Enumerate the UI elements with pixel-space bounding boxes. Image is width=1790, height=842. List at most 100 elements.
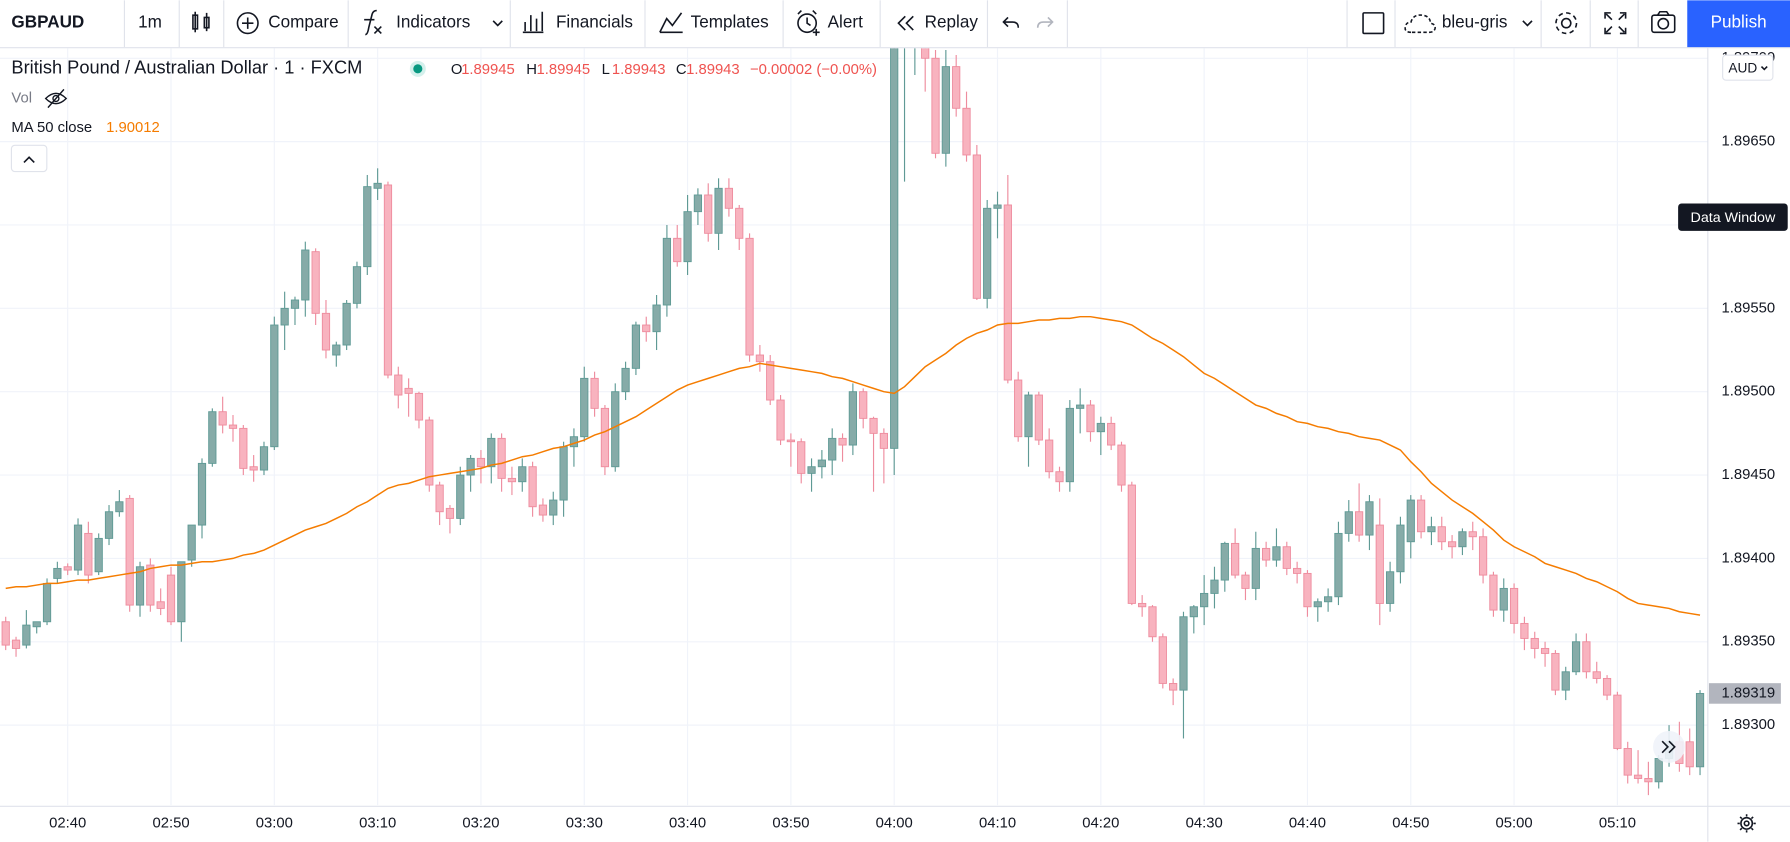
- candle-body: [301, 249, 310, 301]
- toolbar-item[interactable]: Templates: [691, 13, 769, 32]
- vol-label[interactable]: Vol: [11, 90, 32, 106]
- candle-body: [1478, 536, 1488, 576]
- candle-body: [590, 377, 599, 409]
- x-tick-label: 04:10: [979, 815, 1016, 831]
- candle-body: [187, 524, 196, 561]
- candle-body: [445, 507, 455, 519]
- candle-body: [290, 299, 300, 309]
- layout-name[interactable]: bleu-gris: [1442, 13, 1508, 32]
- alert-icon[interactable]: [797, 10, 820, 36]
- hidden-icon[interactable]: [44, 88, 68, 109]
- chart-type-icon[interactable]: [192, 11, 210, 33]
- ohlc-value: 1.89943: [612, 62, 666, 78]
- scroll-button[interactable]: [1653, 730, 1685, 763]
- indicators-chevron[interactable]: [492, 20, 503, 27]
- candle-body: [208, 411, 217, 464]
- candle-body: [1272, 546, 1281, 561]
- ohlc-label: O: [451, 62, 463, 78]
- candle-body: [766, 361, 775, 401]
- interval[interactable]: 1m: [138, 13, 162, 32]
- candle-body: [1385, 571, 1395, 604]
- candle-body: [724, 187, 734, 209]
- candle-body: [1334, 532, 1343, 598]
- y-tick-label: 1.89350: [1722, 634, 1776, 650]
- candle-body: [1189, 606, 1198, 618]
- candle-body: [1540, 647, 1550, 654]
- candle-body: [869, 417, 878, 434]
- candle-body: [1499, 587, 1508, 611]
- y-tick-label: 1.89300: [1722, 717, 1776, 733]
- ohlc-value: 1.89945: [537, 62, 591, 78]
- candle-body: [1602, 677, 1612, 696]
- candle-body: [518, 466, 527, 483]
- toolbar-item[interactable]: Compare: [268, 13, 338, 32]
- candle-body: [456, 474, 465, 519]
- candle-body: [32, 621, 41, 628]
- toolbar-item[interactable]: Financials: [556, 13, 633, 32]
- x-tick-label: 04:20: [1082, 815, 1119, 831]
- undo[interactable]: [1002, 16, 1020, 28]
- publish-button[interactable]: [1687, 0, 1790, 48]
- y-tick-label: 1.89650: [1722, 134, 1776, 150]
- candle-body: [735, 207, 744, 239]
- x-tick-label: 05:10: [1599, 815, 1636, 831]
- currency-label: AUD: [1728, 60, 1757, 75]
- candle-body: [435, 484, 444, 513]
- candle-body: [404, 387, 413, 394]
- ohlc-label: H: [526, 62, 537, 78]
- candle-body: [952, 66, 961, 109]
- candle-body: [580, 377, 589, 438]
- candle-body: [1355, 511, 1364, 536]
- candle-body: [63, 566, 72, 571]
- fullscreen-icon[interactable]: [1604, 12, 1627, 35]
- x-tick-label: 03:20: [462, 815, 499, 831]
- candle-body: [197, 462, 207, 526]
- ma-label[interactable]: MA 50 close: [11, 120, 92, 136]
- compare-icon[interactable]: [236, 12, 259, 35]
- toolbar-item[interactable]: Replay: [925, 13, 979, 32]
- candle-body: [249, 466, 258, 471]
- candle-body: [476, 457, 486, 468]
- candle-body: [931, 57, 940, 154]
- candle-body: [1623, 748, 1632, 776]
- indicators-icon[interactable]: [364, 9, 382, 36]
- symbol[interactable]: GBPAUD: [11, 13, 84, 32]
- layout-chevron[interactable]: [1522, 20, 1533, 27]
- candle-body: [1200, 592, 1209, 608]
- candle-body: [879, 432, 888, 449]
- candle-body: [1313, 601, 1322, 608]
- replay-icon[interactable]: [897, 15, 914, 31]
- toolbar-item[interactable]: Indicators: [396, 13, 470, 32]
- settings-button[interactable]: [1737, 814, 1756, 833]
- collapse-button[interactable]: [10, 144, 48, 173]
- layout-icon[interactable]: [1362, 12, 1385, 35]
- candle-body: [921, 48, 930, 59]
- candle-body: [363, 186, 372, 268]
- candle-body: [817, 459, 826, 468]
- snapshot-icon[interactable]: [1651, 10, 1676, 34]
- candle-body: [1034, 394, 1043, 441]
- candle-body: [1571, 641, 1581, 673]
- candle-body: [425, 419, 434, 486]
- currency-button[interactable]: [1722, 54, 1774, 81]
- toolbar-item[interactable]: Alert: [828, 13, 863, 32]
- candle-body: [332, 344, 341, 356]
- candle-body: [1582, 641, 1591, 673]
- candle-body: [621, 367, 630, 393]
- y-tick-label: 1.89450: [1722, 467, 1776, 483]
- candle-body: [559, 446, 568, 501]
- candle-body: [1117, 444, 1126, 486]
- x-tick-label: 03:10: [359, 815, 396, 831]
- templates-icon[interactable]: [659, 12, 683, 34]
- financials-icon[interactable]: [522, 11, 544, 34]
- candle-body: [352, 266, 362, 304]
- redo[interactable]: [1036, 16, 1054, 28]
- candle-body: [631, 324, 641, 369]
- symbol-title[interactable]: British Pound / Australian Dollar · 1 · …: [11, 57, 362, 78]
- candle-body: [104, 511, 114, 539]
- candle-body: [1138, 602, 1147, 608]
- candle-body: [1024, 394, 1033, 438]
- candle-body: [838, 437, 847, 446]
- settings-icon[interactable]: [1555, 12, 1578, 35]
- cloud-icon[interactable]: [1404, 14, 1436, 34]
